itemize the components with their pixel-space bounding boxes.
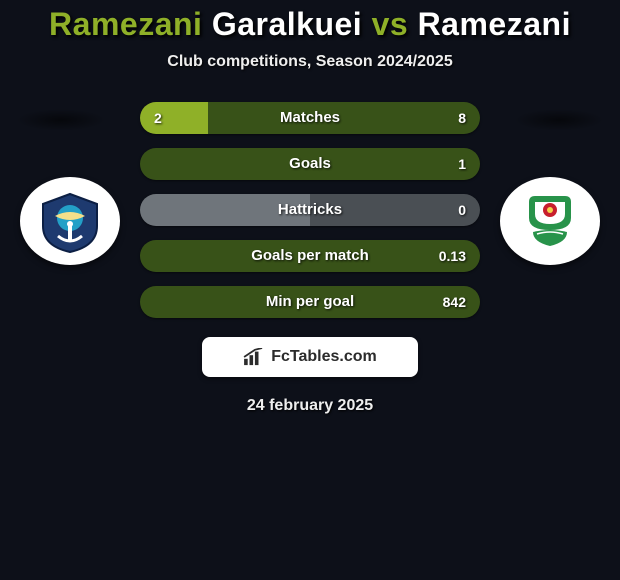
club-crest-right xyxy=(500,177,600,265)
stat-row: Matches28 xyxy=(140,102,480,134)
club-badge-left xyxy=(20,177,120,265)
stat-bar-right xyxy=(140,286,480,318)
stat-row: Goals per match0.13 xyxy=(140,240,480,272)
comparison-card: Ramezani Garalkuei vs Ramezani Club comp… xyxy=(0,0,620,415)
flower-crest-icon xyxy=(515,188,585,254)
bar-chart-icon xyxy=(243,348,265,366)
stat-bar-right xyxy=(140,240,480,272)
player1-last: Garalkuei xyxy=(212,6,362,42)
club-badge-right xyxy=(500,177,600,265)
page-title: Ramezani Garalkuei vs Ramezani xyxy=(0,6,620,43)
stat-bar-right xyxy=(140,148,480,180)
player1-shadow xyxy=(16,109,106,131)
stats-area: Matches28 Goals1 Hattricks0 Goals per match… xyxy=(0,99,620,319)
footer-brand-badge: FcTables.com xyxy=(202,337,418,377)
footer-brand-text: FcTables.com xyxy=(271,348,377,366)
anchor-crest-icon xyxy=(35,188,105,254)
player1-first: Ramezani xyxy=(49,6,202,42)
club-crest-left xyxy=(20,177,120,265)
stat-rows: Matches28 Goals1 Hattricks0 Goals per match… xyxy=(140,102,480,332)
stat-row: Goals1 xyxy=(140,148,480,180)
stat-bar-right xyxy=(310,194,480,226)
stat-row: Hattricks0 xyxy=(140,194,480,226)
stat-bar-right xyxy=(208,102,480,134)
stat-row: Min per goal842 xyxy=(140,286,480,318)
stat-bar-left xyxy=(140,102,208,134)
stat-bar-left xyxy=(140,194,310,226)
vs-label: vs xyxy=(372,6,409,42)
footer-date: 24 february 2025 xyxy=(0,397,620,415)
player2-shadow xyxy=(514,109,604,131)
subtitle: Club competitions, Season 2024/2025 xyxy=(0,53,620,71)
player2-name: Ramezani xyxy=(418,6,571,42)
